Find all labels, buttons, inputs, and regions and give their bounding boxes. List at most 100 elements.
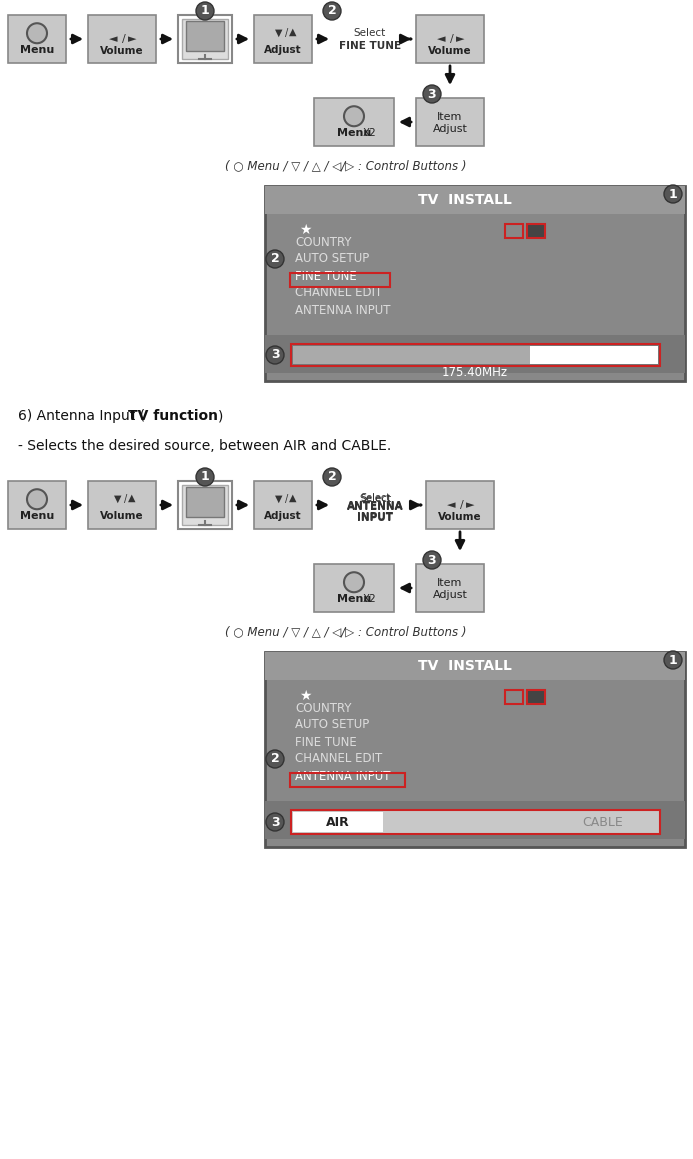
Text: 2: 2 [271, 253, 279, 265]
FancyBboxPatch shape [186, 21, 224, 51]
Text: ◄: ◄ [437, 34, 445, 44]
Text: ►: ► [466, 500, 474, 510]
Text: AUTO SETUP: AUTO SETUP [295, 253, 369, 265]
FancyBboxPatch shape [265, 185, 685, 381]
Text: /: / [450, 34, 454, 44]
Text: - Selects the desired source, between AIR and CABLE.: - Selects the desired source, between AI… [18, 439, 392, 453]
FancyBboxPatch shape [416, 99, 484, 146]
Text: /: / [122, 34, 126, 44]
Text: FINE TUNE: FINE TUNE [295, 736, 357, 749]
FancyBboxPatch shape [293, 347, 530, 364]
Text: Menu: Menu [20, 511, 54, 520]
Text: ▼: ▼ [114, 494, 122, 504]
Text: 1: 1 [669, 188, 677, 201]
FancyBboxPatch shape [291, 810, 660, 834]
Circle shape [664, 651, 682, 669]
FancyBboxPatch shape [416, 564, 484, 612]
Text: Adjust: Adjust [264, 44, 302, 54]
Text: Item: Item [437, 578, 463, 589]
Text: ANTENNA INPUT: ANTENNA INPUT [295, 304, 390, 316]
Circle shape [266, 812, 284, 831]
FancyBboxPatch shape [182, 484, 228, 525]
Text: INPUT: INPUT [357, 512, 393, 522]
Text: ANTENNA: ANTENNA [346, 502, 403, 512]
Text: X2: X2 [363, 593, 377, 604]
FancyBboxPatch shape [265, 185, 685, 214]
FancyBboxPatch shape [254, 15, 312, 63]
Text: ANTENNA
INPUT: ANTENNA INPUT [346, 502, 403, 523]
Text: 1: 1 [669, 654, 677, 666]
Text: 2: 2 [271, 752, 279, 765]
Circle shape [323, 468, 341, 486]
Text: 1: 1 [201, 471, 209, 483]
Circle shape [266, 750, 284, 768]
Text: ▲: ▲ [289, 493, 297, 503]
FancyBboxPatch shape [265, 653, 685, 680]
Text: TV  INSTALL: TV INSTALL [418, 659, 512, 673]
Circle shape [266, 250, 284, 268]
FancyBboxPatch shape [530, 347, 658, 364]
Text: X2: X2 [363, 127, 377, 138]
Text: Adjust: Adjust [264, 511, 302, 520]
Text: 175.40MHz: 175.40MHz [442, 366, 508, 379]
FancyBboxPatch shape [8, 481, 66, 529]
Circle shape [27, 23, 47, 43]
Text: FINE TUNE: FINE TUNE [295, 270, 357, 283]
Text: Menu: Menu [337, 127, 371, 138]
FancyBboxPatch shape [178, 481, 232, 529]
FancyBboxPatch shape [254, 481, 312, 529]
FancyBboxPatch shape [505, 690, 523, 704]
Text: /: / [286, 494, 288, 504]
Text: CABLE: CABLE [583, 816, 624, 829]
Text: Volume: Volume [100, 511, 144, 520]
FancyBboxPatch shape [527, 224, 545, 238]
Circle shape [196, 2, 214, 20]
FancyBboxPatch shape [314, 99, 394, 146]
Text: ◄: ◄ [109, 34, 117, 44]
Circle shape [266, 347, 284, 364]
Text: ▲: ▲ [128, 493, 136, 503]
FancyBboxPatch shape [178, 15, 232, 63]
Circle shape [27, 489, 47, 509]
Circle shape [323, 2, 341, 20]
Circle shape [344, 573, 364, 592]
Text: Item: Item [437, 112, 463, 122]
Text: Adjust: Adjust [432, 590, 468, 600]
FancyBboxPatch shape [8, 15, 66, 63]
Text: ANTENNA INPUT: ANTENNA INPUT [295, 770, 390, 782]
Text: COUNTRY: COUNTRY [295, 235, 351, 248]
Text: ►: ► [456, 34, 464, 44]
Text: CHANNEL EDIT: CHANNEL EDIT [295, 286, 383, 299]
FancyBboxPatch shape [186, 487, 224, 517]
Text: Select: Select [360, 493, 390, 503]
Text: 3: 3 [428, 554, 437, 567]
Text: ★: ★ [299, 223, 311, 236]
Text: CHANNEL EDIT: CHANNEL EDIT [295, 752, 383, 765]
Text: 3: 3 [271, 349, 279, 362]
Text: 1: 1 [201, 5, 209, 17]
Text: 3: 3 [428, 87, 437, 101]
Text: 3: 3 [271, 816, 279, 829]
Text: Volume: Volume [100, 46, 144, 56]
Text: ( ○ Menu / ▽ / △ / ◁/▷ : Control Buttons ): ( ○ Menu / ▽ / △ / ◁/▷ : Control Buttons… [225, 626, 467, 639]
Text: ★: ★ [299, 688, 311, 704]
Circle shape [423, 85, 441, 103]
FancyBboxPatch shape [527, 690, 545, 704]
FancyBboxPatch shape [265, 801, 685, 839]
Text: /: / [124, 494, 128, 504]
Text: 2: 2 [328, 471, 336, 483]
Text: Select: Select [354, 28, 386, 38]
Text: ▲: ▲ [289, 27, 297, 37]
Text: ▼: ▼ [275, 494, 283, 504]
Circle shape [664, 185, 682, 203]
Text: TV function: TV function [128, 409, 218, 423]
Text: AUTO SETUP: AUTO SETUP [295, 719, 369, 731]
Text: 6) Antenna Input (: 6) Antenna Input ( [18, 409, 145, 423]
Text: /: / [286, 28, 288, 38]
Text: TV  INSTALL: TV INSTALL [418, 194, 512, 207]
Text: Adjust: Adjust [432, 124, 468, 134]
Text: Volume: Volume [428, 46, 472, 56]
FancyBboxPatch shape [426, 481, 494, 529]
FancyBboxPatch shape [416, 15, 484, 63]
Text: Menu: Menu [20, 44, 54, 54]
